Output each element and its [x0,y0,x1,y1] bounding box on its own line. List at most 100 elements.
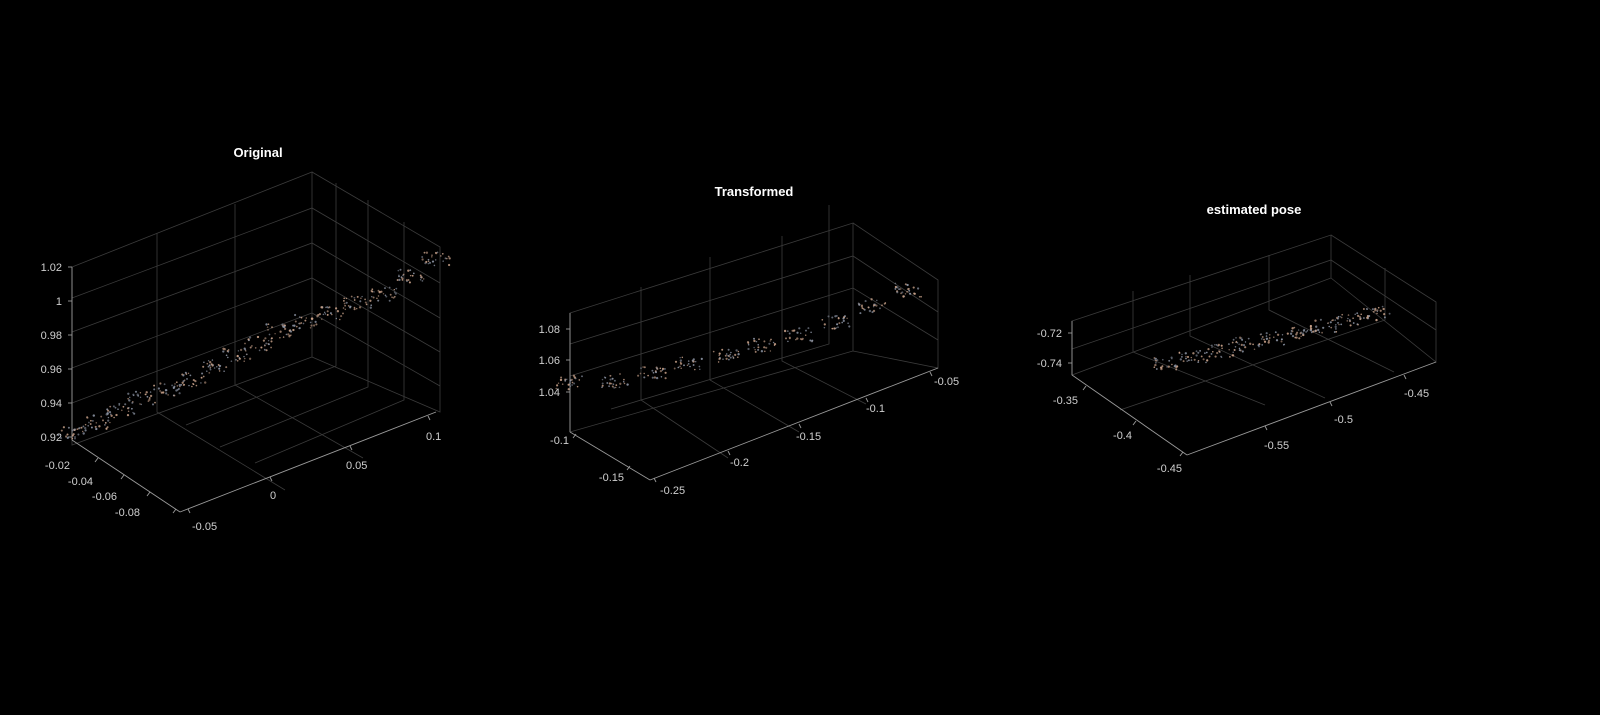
data-point [1371,308,1374,310]
data-point [689,365,691,368]
data-point [1274,331,1277,334]
data-point [1186,360,1189,362]
data-point [431,260,435,263]
data-point [737,350,740,353]
data-point [309,327,312,329]
data-point [1199,350,1201,352]
data-point [279,330,282,333]
data-point [218,370,221,372]
data-point [837,317,840,320]
data-point [207,365,210,368]
panel-transformed: Transformed [539,184,960,497]
data-point [249,346,252,349]
data-point [394,292,397,295]
data-point [1338,323,1340,326]
data-point [434,259,437,261]
data-point [64,435,68,438]
data-point [82,425,85,428]
data-point [753,339,756,343]
data-point [807,327,810,330]
data-point [609,374,612,377]
data-point [1184,352,1187,355]
data-point [867,306,870,309]
data-point [859,312,862,315]
data-point [581,375,583,378]
data-point [664,377,667,380]
data-point [350,295,353,298]
data-point [326,310,329,313]
data-point [245,353,248,356]
data-point [857,302,860,305]
data-point [223,370,225,372]
data-point [1168,359,1171,362]
data-point [846,317,848,320]
data-point [268,333,271,336]
data-point [1244,346,1247,349]
data-point [661,367,665,370]
data-point [300,322,303,324]
data-point [643,376,646,379]
data-point [1379,309,1382,312]
data-point [1253,348,1256,350]
data-point [1337,322,1339,324]
data-point [1359,318,1362,321]
data-point [906,291,908,293]
data-point [1330,326,1333,329]
data-point [757,344,759,346]
data-point [1238,349,1241,352]
data-point [102,419,104,422]
data-point [422,278,425,280]
data-point [208,364,211,367]
data-point [1290,330,1293,332]
data-point [836,323,839,326]
data-point [182,374,185,377]
data-point [1360,313,1362,315]
y-tick-label: -0.06 [92,491,117,503]
data-point [174,383,176,385]
data-point [1349,324,1352,327]
data-point [1175,368,1178,371]
data-point [1295,333,1298,336]
data-point [149,391,152,393]
data-point [376,297,378,300]
data-point [795,338,797,341]
x-tick-label: -0.05 [934,376,959,388]
data-point [100,415,103,418]
data-point [656,368,659,370]
data-point [1166,366,1168,368]
data-point [1233,348,1236,352]
data-point [369,306,372,309]
data-point [355,307,358,310]
data-point [556,384,559,387]
data-point [1280,338,1283,341]
data-point [1193,358,1196,361]
data-point [673,367,676,370]
data-point [1261,343,1264,346]
data-point [442,260,444,262]
data-point [326,313,329,316]
data-point [175,381,178,384]
data-point [679,356,681,359]
data-point [730,351,732,354]
data-point [1267,341,1270,344]
data-point [1153,366,1156,369]
data-point [622,380,625,383]
data-point [393,289,395,291]
data-point [1327,322,1329,324]
data-point [1335,328,1337,330]
data-point [202,375,205,378]
data-point [339,318,341,321]
data-point [370,304,373,307]
z-tick-labels-transformed: 1.08 1.06 1.04 [539,324,560,399]
data-point [611,385,614,388]
data-point [127,410,130,413]
y-tick-labels-transformed: -0.1 -0.15 [550,435,624,484]
data-point [619,382,622,385]
y-tick-label: -0.35 [1053,395,1078,407]
data-point [725,353,728,355]
data-point [847,322,849,324]
data-point [1354,313,1356,316]
data-point [369,299,372,302]
data-point [763,350,766,353]
data-point [137,395,140,397]
